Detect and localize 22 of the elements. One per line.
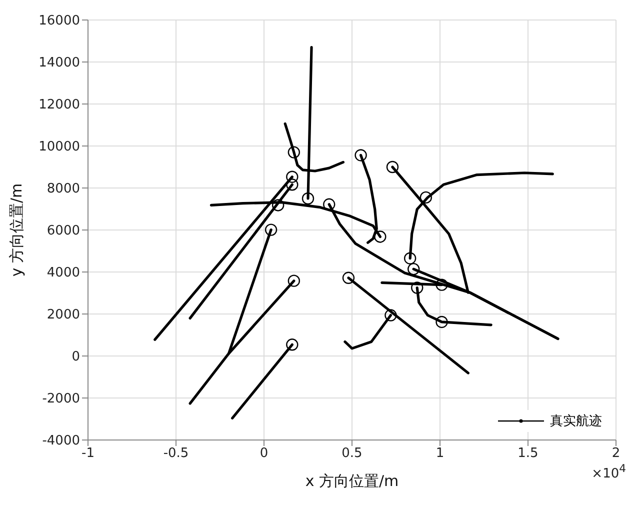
y-tick-label: 0: [72, 350, 80, 365]
y-tick-label: 14000: [38, 56, 80, 71]
y-tick-label: 10000: [38, 140, 80, 155]
y-tick-label: 2000: [46, 308, 80, 323]
y-tick-label: -2000: [42, 392, 80, 407]
x-tick-label: -1: [82, 446, 94, 462]
x-tick-label: 1: [436, 446, 444, 462]
x-tick-label: -0.5: [163, 446, 189, 462]
text: ×10$^{4}$: [592, 462, 626, 482]
x-tick-label: 2: [612, 446, 620, 462]
x-tick-label: 0.5: [342, 446, 362, 462]
x-tick-label: 1.5: [518, 446, 538, 462]
y-tick-label: -4000: [42, 434, 80, 449]
y-axis-title: y 方向位置/m: [7, 183, 26, 277]
y-tick-label: 4000: [46, 266, 80, 281]
x-axis-title: x 方向位置/m: [305, 472, 399, 490]
y-tick-label: 16000: [38, 14, 80, 29]
y-tick-label: 12000: [38, 98, 80, 113]
x-tick-label: 0: [260, 446, 268, 462]
y-tick-label: 6000: [46, 224, 80, 239]
y-tick-label: 8000: [46, 182, 80, 197]
legend-label: 真实航迹: [550, 413, 602, 430]
